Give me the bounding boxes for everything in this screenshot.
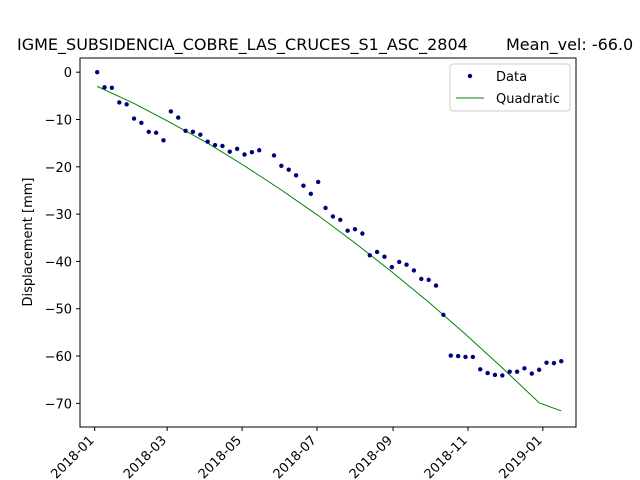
data-point: [131, 116, 137, 121]
data-point: [455, 353, 461, 359]
data-point: [109, 85, 115, 91]
data-point: [389, 264, 395, 270]
legend-label-data: Data: [496, 70, 527, 85]
legend-box: [449, 63, 571, 112]
data-point: [242, 152, 247, 157]
y-tick-label: −10: [45, 114, 72, 129]
data-point: [286, 167, 291, 172]
data-point: [360, 231, 365, 236]
data-point: [205, 139, 210, 144]
chart-title: IGME_SUBSIDENCIA_COBRE_LAS_CRUCES_S1_ASC…: [17, 35, 468, 55]
chart-mean-velocity: Mean_vel: -66.0: [506, 35, 633, 55]
data-point: [485, 370, 490, 376]
y-tick-label: −70: [45, 397, 72, 412]
quadratic-fit-series: [96, 85, 562, 412]
data-point: [323, 205, 328, 211]
data-point: [315, 179, 321, 185]
data-point: [117, 100, 122, 105]
data-point: [544, 360, 549, 365]
data-point: [551, 360, 557, 366]
plot-area: [79, 57, 577, 428]
data-point: [161, 138, 166, 143]
data-point: [124, 102, 129, 107]
data-point: [492, 372, 498, 378]
data-point: [397, 259, 402, 265]
data-point: [308, 191, 314, 196]
data-point: [183, 128, 188, 134]
data-point: [426, 277, 431, 283]
data-point: [522, 366, 527, 371]
data-point: [507, 369, 512, 374]
data-point: [419, 276, 424, 282]
data-point: [374, 249, 380, 255]
data-point: [529, 371, 534, 376]
data-point: [441, 312, 446, 318]
data-point: [168, 109, 174, 114]
y-tick-label: 0: [64, 66, 72, 81]
data-point: [470, 354, 476, 360]
data-point: [338, 217, 343, 222]
data-point: [352, 227, 358, 232]
y-tick-label: −30: [45, 208, 72, 223]
legend-marker-data: [467, 73, 473, 79]
data-point: [176, 115, 181, 120]
data-point: [198, 132, 203, 137]
y-tick-label: −20: [45, 161, 72, 176]
data-point: [514, 369, 520, 374]
data-point: [330, 214, 336, 219]
data-point: [301, 183, 306, 188]
data-point: [153, 130, 159, 135]
data-point: [411, 268, 417, 273]
data-point: [234, 146, 240, 152]
data-point: [559, 359, 564, 364]
data-point: [367, 253, 372, 258]
data-point: [249, 149, 255, 155]
y-axis: 0 −10 −20 −30 −40 −50 −60 −70: [45, 66, 80, 412]
data-point: [227, 149, 232, 154]
data-point: [448, 353, 453, 358]
data-point: [463, 354, 468, 360]
quadratic-fit-line: [96, 85, 562, 412]
data-point: [478, 367, 483, 372]
data-point: [220, 143, 225, 149]
data-series: [94, 69, 564, 378]
data-point: [139, 120, 144, 126]
data-point: [146, 129, 151, 134]
data-point: [345, 228, 350, 233]
data-point: [382, 254, 387, 259]
data-point: [536, 367, 542, 372]
legend: Data Quadratic: [449, 63, 571, 112]
data-point: [102, 85, 107, 90]
data-point: [433, 283, 439, 288]
data-point: [257, 148, 262, 153]
data-point: [293, 173, 299, 178]
y-tick-label: −50: [45, 303, 72, 318]
data-point: [212, 142, 218, 148]
data-point: [279, 163, 284, 169]
data-point: [271, 153, 277, 158]
data-point: [190, 129, 196, 134]
y-tick-label: −40: [45, 255, 72, 270]
y-axis-label: Displacement [mm]: [21, 178, 36, 307]
legend-label-quadratic: Quadratic: [496, 92, 560, 107]
data-point: [94, 69, 100, 75]
data-point: [500, 373, 505, 378]
data-point: [404, 262, 409, 267]
y-tick-label: −60: [45, 350, 72, 365]
